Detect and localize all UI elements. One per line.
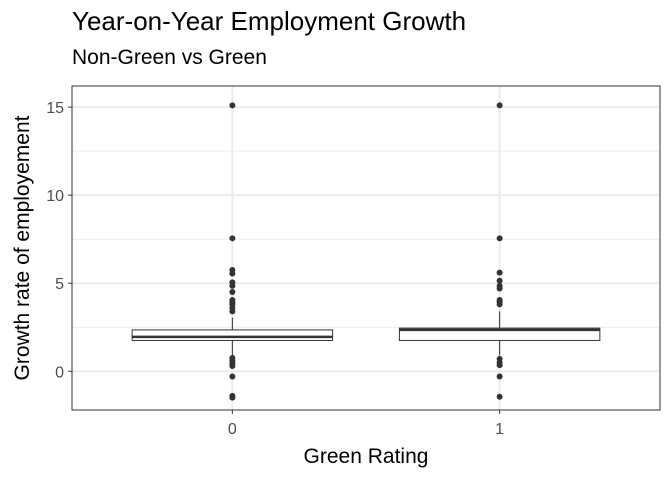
outlier-point bbox=[496, 301, 503, 308]
chart-title: Year-on-Year Employment Growth bbox=[72, 6, 467, 36]
outlier-point bbox=[229, 282, 236, 289]
outlier-point bbox=[496, 393, 503, 400]
outlier-point bbox=[496, 235, 503, 242]
panel-background bbox=[72, 86, 660, 410]
boxes bbox=[131, 102, 601, 401]
outlier-point bbox=[496, 362, 503, 369]
outlier-point bbox=[496, 285, 503, 292]
y-tick-label: 10 bbox=[46, 188, 64, 205]
y-tick-label: 5 bbox=[55, 276, 64, 293]
y-tick-label: 15 bbox=[46, 100, 64, 117]
outlier-point bbox=[229, 289, 236, 296]
outlier-point bbox=[229, 373, 236, 380]
outlier-point bbox=[496, 277, 503, 284]
outlier-point bbox=[229, 270, 236, 277]
outlier-point bbox=[496, 269, 503, 276]
outlier-point bbox=[229, 102, 236, 109]
y-axis-label: Growth rate of employement bbox=[11, 115, 34, 380]
x-tick-label: 1 bbox=[495, 421, 504, 438]
box-iqr bbox=[131, 329, 334, 341]
chart-subtitle: Non-Green vs Green bbox=[72, 46, 267, 69]
x-axis-label: Green Rating bbox=[304, 445, 429, 468]
outlier-point bbox=[496, 373, 503, 380]
outlier-point bbox=[229, 362, 236, 369]
y-axis-ticks: 0 5 10 15 bbox=[46, 100, 72, 381]
outlier-point bbox=[496, 102, 503, 109]
x-tick-label: 0 bbox=[228, 421, 237, 438]
panel-border bbox=[71, 85, 661, 411]
outlier-point bbox=[229, 235, 236, 242]
outlier-point bbox=[229, 308, 236, 315]
outlier-point bbox=[229, 394, 236, 401]
y-tick-label: 0 bbox=[55, 364, 64, 381]
box-iqr bbox=[398, 327, 601, 341]
